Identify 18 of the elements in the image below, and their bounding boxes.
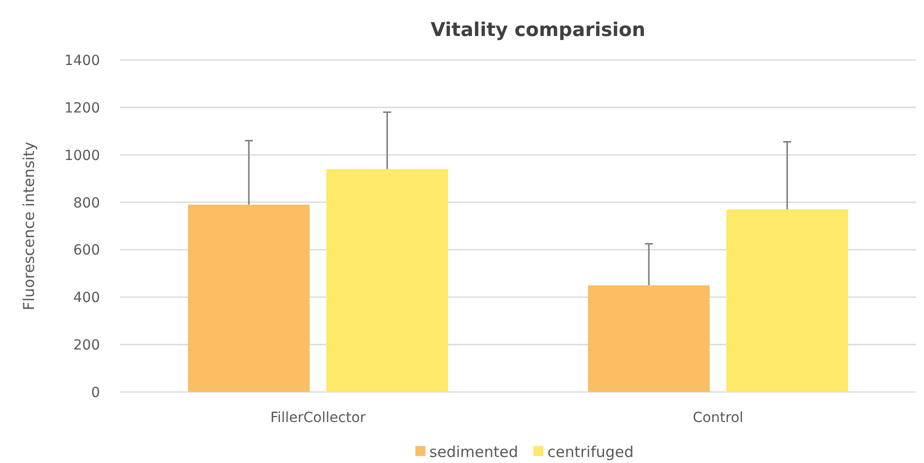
y-tick-label: 400	[73, 290, 100, 306]
y-tick-label: 600	[73, 242, 100, 259]
bar	[188, 204, 310, 392]
y-tick-label: 0	[91, 385, 100, 401]
bar	[588, 285, 710, 392]
y-tick-label: 1000	[64, 148, 100, 164]
y-tick-label: 800	[73, 195, 100, 212]
legend-label: sedimented	[429, 443, 518, 461]
y-axis-title: Fluorescence intensity	[20, 142, 38, 310]
x-tick-label: Control	[692, 410, 744, 426]
bar	[726, 209, 848, 392]
y-tick-label: 1400	[64, 53, 100, 69]
chart-title: Vitality comparision	[430, 19, 646, 41]
y-tick-label: 1200	[64, 100, 100, 116]
legend-label: centrifuged	[547, 443, 634, 461]
bar	[326, 169, 448, 392]
x-tick-label: FillerCollector	[270, 410, 366, 426]
y-tick-label: 200	[73, 338, 100, 354]
